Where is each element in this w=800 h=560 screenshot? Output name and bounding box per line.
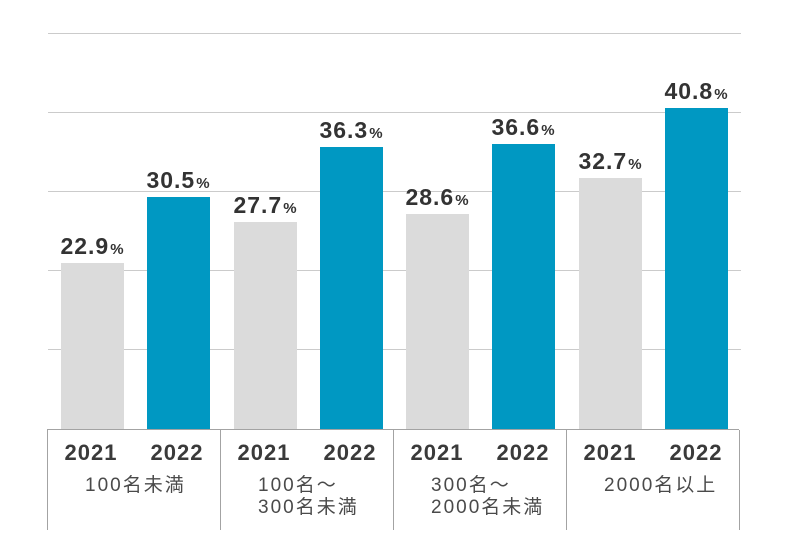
percent-sign: % <box>110 241 125 258</box>
bar-2021 <box>406 213 469 429</box>
bar-column: 36.6% <box>491 114 556 429</box>
year-row: 2021 2022 <box>48 442 220 464</box>
year-label: 2021 <box>64 440 118 465</box>
bar-2021 <box>234 221 297 429</box>
bar-column: 30.5% <box>146 167 211 429</box>
gridline <box>48 112 741 113</box>
percent-sign: % <box>455 191 470 209</box>
bar-value-label: 27.7% <box>233 191 298 218</box>
axis-cell-group1: 2021 2022 100名未満 <box>47 430 220 530</box>
bar-column: 27.7% <box>233 191 298 429</box>
axis-cell-group3: 2021 2022 300名～ 2000名未満 <box>393 430 566 530</box>
year-label: 2021 <box>410 440 464 465</box>
bar-value-label: 32.7% <box>578 148 643 175</box>
gridline <box>48 33 741 34</box>
year-label: 2021 <box>583 440 637 465</box>
axis-cell-group2: 2021 2022 100名～ 300名未満 <box>220 430 393 530</box>
bar-2021 <box>579 178 642 429</box>
year-label: 2021 <box>237 440 291 465</box>
percent-sign: % <box>714 86 729 104</box>
bar-column: 32.7% <box>578 148 643 429</box>
bar-value-label: 22.9% <box>60 233 125 259</box>
year-row: 2021 2022 <box>567 442 739 464</box>
bar-value-label: 30.5% <box>146 167 211 194</box>
bar-value-label: 36.6% <box>491 114 556 141</box>
bar-2022 <box>320 147 383 429</box>
bar-column: 28.6% <box>405 183 470 429</box>
bar-value-label: 28.6% <box>405 183 470 210</box>
year-row: 2021 2022 <box>394 442 566 464</box>
gridline <box>48 349 741 350</box>
year-label: 2022 <box>496 440 550 465</box>
percent-sign: % <box>541 122 556 140</box>
bar-column: 36.3% <box>319 117 384 429</box>
bar-value-label: 40.8% <box>664 78 729 105</box>
bar-value-label: 36.3% <box>319 117 384 143</box>
percent-sign: % <box>283 199 298 217</box>
bar-2022 <box>492 144 555 429</box>
bar-column: 22.9% <box>60 233 125 429</box>
category-label: 100名未満 <box>85 475 186 496</box>
bar-2021 <box>61 263 124 429</box>
bar-2022 <box>665 108 728 429</box>
bar-column: 40.8% <box>664 78 729 429</box>
bar-2022 <box>147 197 210 429</box>
x-axis-table: 2021 2022 100名未満 2021 2022 100名～ 300名未満 … <box>47 429 740 530</box>
year-row: 2021 2022 <box>221 442 393 464</box>
year-label: 2022 <box>150 440 204 465</box>
percent-sign: % <box>196 175 211 193</box>
category-label: 100名～ 300名未満 <box>258 475 359 518</box>
percent-sign: % <box>628 156 643 174</box>
category-label: 2000名以上 <box>604 475 718 496</box>
year-label: 2022 <box>323 440 377 465</box>
category-label: 300名～ 2000名未満 <box>431 475 545 518</box>
gridline <box>48 270 741 271</box>
gridline <box>48 191 741 192</box>
axis-cell-group4: 2021 2022 2000名以上 <box>566 430 740 530</box>
percent-sign: % <box>369 125 384 142</box>
year-label: 2022 <box>669 440 723 465</box>
